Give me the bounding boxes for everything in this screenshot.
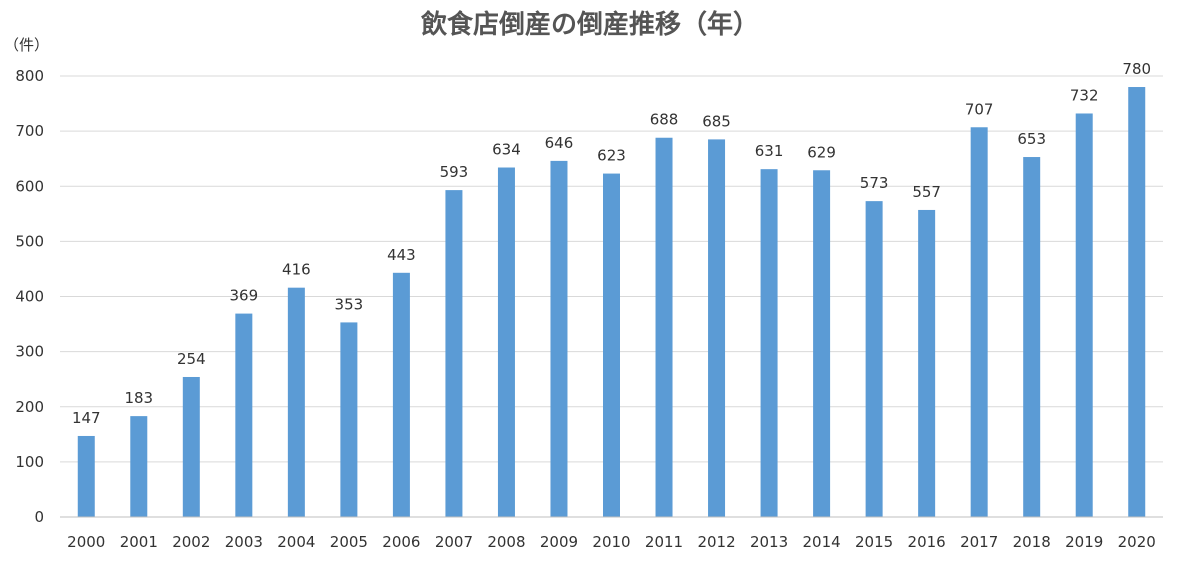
x-tick-label: 2012	[697, 533, 735, 551]
bar	[77, 435, 95, 517]
x-tick-label: 2013	[750, 533, 788, 551]
y-tick-label: 500	[15, 232, 44, 250]
bar	[970, 127, 988, 518]
y-axis-unit-label: （件）	[4, 36, 49, 54]
data-label: 629	[807, 143, 836, 161]
data-label: 369	[230, 287, 259, 305]
data-label: 557	[912, 183, 941, 201]
bar	[340, 322, 358, 517]
data-label: 443	[387, 246, 416, 264]
bar	[1075, 113, 1093, 518]
y-tick-label: 100	[15, 453, 44, 471]
x-axis-tick-labels: 2000 2001 2002 2003 2004 2005 2006 2007 2008 2009…	[67, 533, 1156, 551]
x-tick-label: 2004	[277, 533, 315, 551]
x-tick-label: 2018	[1013, 533, 1051, 551]
y-tick-label: 400	[15, 288, 44, 306]
bar	[813, 170, 831, 518]
data-label: 685	[702, 112, 731, 130]
data-label: 183	[124, 389, 153, 407]
bar	[918, 209, 936, 518]
data-label: 623	[597, 147, 626, 165]
x-tick-label: 2009	[540, 533, 578, 551]
bar	[1023, 157, 1041, 517]
bar	[392, 272, 410, 517]
bar	[235, 313, 253, 517]
x-tick-label: 2006	[382, 533, 420, 551]
y-axis-tick-labels: 0 100 200 300 400 500 600 700 800	[15, 67, 44, 526]
data-label: 780	[1122, 60, 1151, 78]
x-tick-label: 2015	[855, 533, 893, 551]
bar	[550, 160, 568, 517]
bar	[130, 416, 148, 517]
x-tick-label: 2007	[435, 533, 473, 551]
x-tick-label: 2019	[1065, 533, 1103, 551]
y-tick-label: 800	[15, 67, 44, 85]
x-tick-label: 2000	[67, 533, 105, 551]
x-tick-label: 2014	[803, 533, 841, 551]
x-tick-label: 2020	[1118, 533, 1156, 551]
data-label: 653	[1017, 130, 1046, 148]
y-tick-label: 200	[15, 398, 44, 416]
bar	[708, 139, 726, 518]
bar	[865, 201, 883, 518]
y-tick-label: 600	[15, 177, 44, 195]
data-label: 254	[177, 350, 206, 368]
x-tick-label: 2008	[487, 533, 525, 551]
y-tick-label: 700	[15, 122, 44, 140]
x-tick-label: 2005	[330, 533, 368, 551]
x-tick-label: 2011	[645, 533, 683, 551]
data-label: 732	[1070, 86, 1099, 104]
y-tick-label: 0	[34, 508, 44, 526]
x-tick-label: 2002	[172, 533, 210, 551]
data-label: 688	[650, 111, 679, 129]
bar	[603, 173, 620, 518]
data-labels: 147 183 254 369 416 353 443 593 634 646 623 688 685 6…	[72, 60, 1151, 427]
bars	[77, 87, 1146, 518]
data-label: 573	[860, 174, 889, 192]
x-tick-label: 2001	[120, 533, 158, 551]
data-label: 593	[440, 163, 469, 181]
bar	[760, 169, 778, 517]
data-label: 646	[545, 134, 574, 152]
bar	[655, 137, 673, 518]
bar	[1128, 87, 1146, 518]
x-tick-label: 2010	[592, 533, 630, 551]
data-label: 147	[72, 409, 101, 427]
chart-title: 飲食店倒産の倒産推移（年）	[420, 9, 759, 40]
data-label: 353	[335, 295, 364, 313]
x-tick-label: 2016	[908, 533, 946, 551]
data-label: 634	[492, 141, 521, 159]
data-label: 631	[755, 142, 784, 160]
bar	[287, 287, 305, 517]
data-label: 416	[282, 261, 311, 279]
bar	[445, 190, 463, 517]
x-tick-label: 2017	[960, 533, 998, 551]
y-tick-label: 300	[15, 343, 44, 361]
bar	[497, 167, 515, 517]
bar	[182, 376, 200, 517]
data-label: 707	[965, 100, 994, 118]
x-tick-label: 2003	[225, 533, 263, 551]
